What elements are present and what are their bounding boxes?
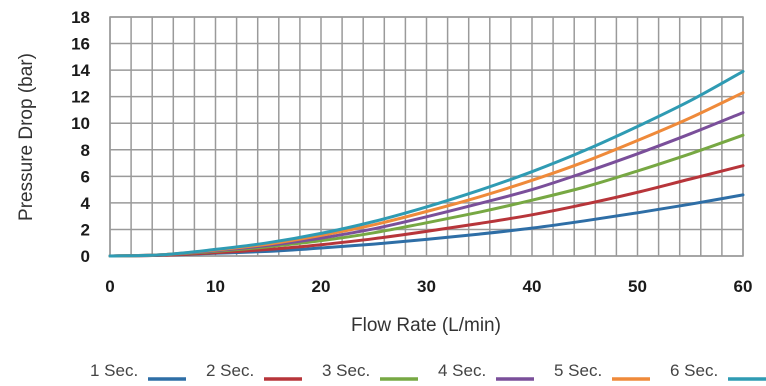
y-tick-label: 6 — [81, 167, 90, 186]
y-tick-label: 4 — [81, 194, 91, 213]
legend-label-1-sec: 1 Sec. — [90, 361, 138, 380]
x-tick-label: 10 — [206, 277, 225, 296]
y-tick-label: 8 — [81, 141, 90, 160]
y-tick-label: 2 — [81, 220, 90, 239]
x-tick-label: 20 — [312, 277, 331, 296]
series-line-6-sec — [108, 69, 745, 258]
y-tick-label: 14 — [71, 61, 90, 80]
y-axis-title: Pressure Drop (bar) — [16, 53, 37, 221]
legend-label-4-sec: 4 Sec. — [438, 361, 486, 380]
legend: 1 Sec. 2 Sec. 3 Sec. 4 Sec. 5 Sec. 6 Sec. — [90, 361, 766, 381]
series-lines — [108, 69, 745, 258]
x-axis-title: Flow Rate (L/min) — [351, 315, 501, 336]
legend-label-2-sec: 2 Sec. — [206, 361, 254, 380]
x-tick-label: 40 — [523, 277, 542, 296]
y-tick-label: 12 — [71, 88, 90, 107]
y-tick-label: 16 — [71, 35, 90, 54]
y-tick-label: 0 — [81, 247, 90, 266]
x-tick-label: 50 — [628, 277, 647, 296]
y-tick-label: 18 — [71, 8, 90, 27]
x-tick-label: 30 — [417, 277, 436, 296]
x-axis-tick-labels: 0 10 20 30 40 50 60 — [105, 277, 752, 296]
legend-label-3-sec: 3 Sec. — [322, 361, 370, 380]
y-axis-tick-labels: 0 2 4 6 8 10 12 14 16 18 — [71, 8, 90, 266]
legend-label-5-sec: 5 Sec. — [554, 361, 602, 380]
x-tick-label: 60 — [734, 277, 753, 296]
x-tick-label: 0 — [105, 277, 114, 296]
y-tick-label: 10 — [71, 114, 90, 133]
legend-label-6-sec: 6 Sec. — [670, 361, 718, 380]
